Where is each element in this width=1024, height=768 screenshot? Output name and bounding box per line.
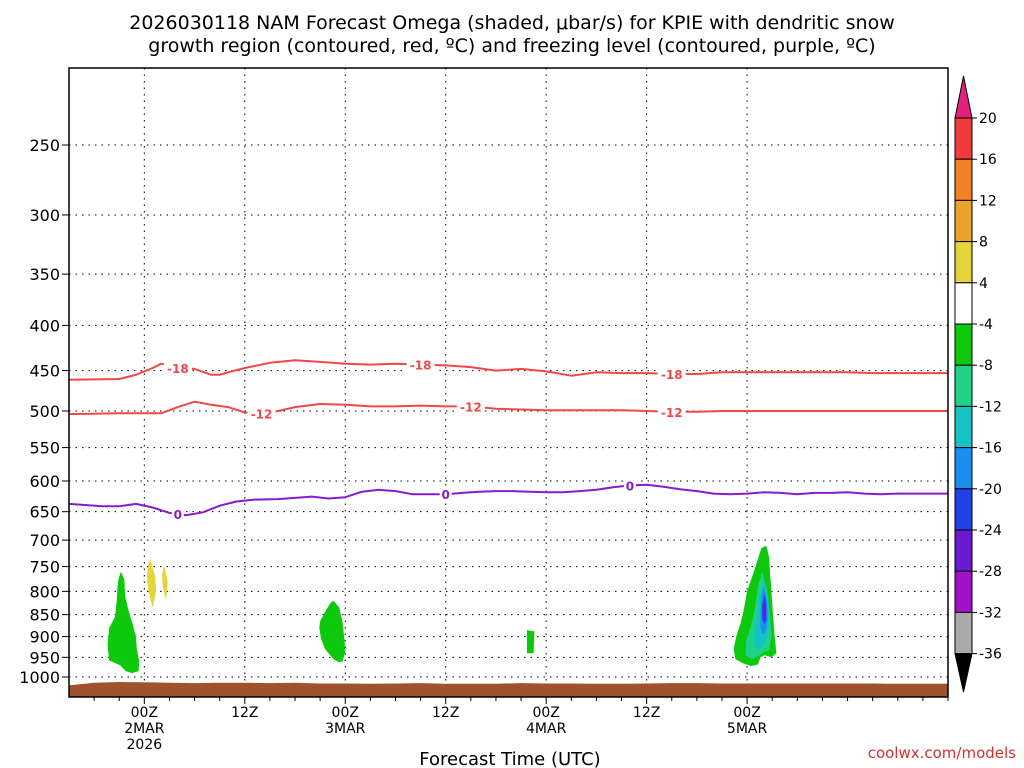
freezing-level-label: 0 (626, 479, 634, 493)
y-tick-label: 950 (29, 648, 60, 667)
dgz-minus12-label-bg (657, 404, 686, 419)
colorbar-band (954, 282, 973, 325)
colorbar-tick-label: -4 (979, 317, 993, 333)
dgz-minus18-label: -18 (410, 359, 432, 373)
purple-cell (763, 603, 766, 619)
colorbar-tick-label: 16 (979, 152, 997, 168)
y-tick-label: 500 (29, 402, 60, 421)
omega-shading (107, 545, 777, 674)
colorbar-band (954, 199, 973, 243)
colorbar-tick-label: 20 (979, 111, 997, 127)
colorbar-band (954, 364, 973, 407)
freezing-level-label-bg (171, 507, 184, 522)
colorbar-band (954, 323, 973, 366)
colorbar-tick-label: -16 (979, 441, 1002, 457)
colorbar-band (954, 529, 973, 572)
colorbar-tick-label: -36 (979, 647, 1002, 663)
watermark: coolwx.com/models (868, 744, 1016, 762)
colorbar-tick-label: -32 (979, 605, 1002, 621)
dgz-minus18-line (69, 359, 948, 381)
dgz-minus12-line (69, 400, 948, 416)
colorbar-tick-label: -20 (979, 482, 1002, 498)
x-tick-label: 2MAR (124, 721, 165, 737)
dgz-minus18-label-bg (657, 366, 686, 381)
y-tick-label: 750 (29, 558, 60, 577)
x-tick-label: 4MAR (526, 721, 567, 737)
colorbar-tick-label: 4 (979, 276, 988, 292)
colorbar-top-triangle (954, 75, 973, 119)
x-tick-label: 3MAR (325, 721, 366, 737)
colorbar-tick-label: -24 (979, 523, 1002, 539)
colorbar-tick-label: 8 (979, 235, 988, 251)
colorbar-band (954, 488, 973, 531)
colorbar-tick-label: -8 (979, 358, 993, 374)
dgz-minus12-label-bg (456, 399, 485, 414)
freezing-level-label-bg (623, 478, 636, 493)
y-tick-label: 450 (29, 362, 60, 381)
colorbar-band (954, 611, 973, 655)
colorbar-tick-label: -12 (979, 399, 1002, 415)
colorbar-band (954, 570, 973, 613)
x-tick-label: 00Z (733, 705, 760, 721)
ground-surface (69, 682, 948, 697)
colorbar-band (954, 158, 973, 201)
x-tick-label: 5MAR (727, 721, 768, 737)
gridlines (69, 68, 948, 697)
colorbar-band (954, 117, 973, 160)
green-cell-a (107, 571, 140, 674)
contour-lines: -18 -18 -18 -12 -12 -12 0 0 0 (69, 357, 948, 522)
y-tick-label: 250 (29, 136, 60, 155)
y-tick-label: 300 (29, 206, 60, 225)
y-tick-label: 550 (29, 439, 60, 458)
green-cell-c (526, 630, 535, 654)
y-tick-label: 350 (29, 265, 60, 284)
colorbar-band (954, 447, 973, 490)
x-axis-label: Forecast Time (UTC) (419, 749, 600, 768)
plot-frame (68, 67, 949, 698)
freezing-level-line (69, 483, 948, 517)
dgz-minus12-label: -12 (251, 407, 273, 421)
chart-title-line-1: 2026030118 NAM Forecast Omega (shaded, μ… (129, 12, 894, 34)
dgz-minus18-label: -18 (167, 362, 189, 376)
colorbar: 20 16 12 8 4 -4 -8 -12 -16 -20 -24 -28 -32 -36 (954, 75, 1002, 693)
dgz-minus12-label-bg (247, 406, 276, 421)
y-axis: 250 300 350 400 450 500 550 600 650 700 750 800 850 9… (19, 136, 69, 687)
green-cell-b (319, 600, 346, 663)
colorbar-tick-label: -28 (979, 564, 1002, 580)
dgz-minus12-label: -12 (460, 400, 482, 414)
x-tick-label: 00Z (332, 705, 359, 721)
x-tick-label: 2026 (127, 737, 163, 753)
colorbar-tick-label: 12 (979, 193, 997, 209)
colorbar-band (954, 405, 973, 449)
colorbar-bottom-triangle (954, 653, 973, 693)
dgz-minus18-label: -18 (661, 368, 683, 382)
yellow-cell-1 (146, 558, 157, 608)
dgz-minus18-label-bg (406, 357, 435, 372)
freezing-level-label: 0 (442, 488, 450, 502)
dgz-minus18-label-bg (163, 361, 192, 376)
y-tick-label: 1000 (19, 668, 60, 687)
x-tick-label: 00Z (131, 705, 158, 721)
y-tick-label: 400 (29, 316, 60, 335)
y-tick-label: 850 (29, 606, 60, 625)
ground (69, 682, 948, 697)
y-tick-label: 650 (29, 503, 60, 522)
freezing-level-label: 0 (174, 508, 182, 522)
yellow-cell-2 (161, 565, 168, 601)
y-tick-label: 700 (29, 531, 60, 550)
x-tick-label: 12Z (633, 705, 660, 721)
chart-title-line-2: growth region (contoured, red, ºC) and f… (148, 35, 875, 57)
y-tick-label: 900 (29, 628, 60, 647)
x-tick-label: 12Z (432, 705, 459, 721)
freezing-level-label-bg (439, 487, 452, 502)
y-tick-label: 800 (29, 582, 60, 601)
x-tick-label: 12Z (231, 705, 258, 721)
x-tick-label: 00Z (532, 705, 559, 721)
dgz-minus12-label: -12 (661, 406, 683, 420)
colorbar-band (954, 241, 973, 284)
y-tick-label: 600 (29, 472, 60, 491)
